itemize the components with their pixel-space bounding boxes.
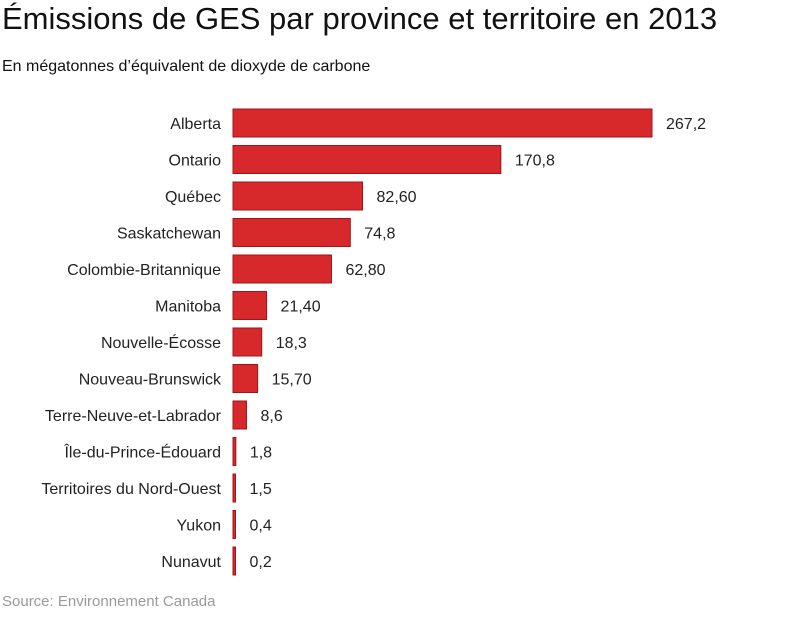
chart-subtitle: En mégatonnes d’équivalent de dioxyde de… bbox=[2, 58, 371, 75]
value-label: 62,80 bbox=[345, 262, 385, 279]
category-label: Nouveau-Brunswick bbox=[79, 372, 222, 389]
bar bbox=[232, 108, 653, 138]
bar bbox=[232, 327, 263, 357]
value-label: 170,8 bbox=[515, 153, 555, 170]
chart-source: Source: Environnement Canada bbox=[2, 593, 216, 610]
category-label: Saskatchewan bbox=[117, 226, 221, 243]
value-label: 1,5 bbox=[250, 481, 272, 498]
bar bbox=[232, 510, 236, 539]
value-label: 0,2 bbox=[250, 554, 272, 571]
category-label: Territoires du Nord-Ouest bbox=[41, 481, 221, 498]
bar bbox=[232, 218, 351, 247]
bar bbox=[232, 400, 247, 430]
bar bbox=[232, 473, 236, 503]
value-label: 15,70 bbox=[272, 372, 312, 389]
bar bbox=[232, 181, 364, 211]
category-label: Manitoba bbox=[155, 299, 221, 316]
bar bbox=[232, 254, 332, 284]
chart-title: Émissions de GES par province et territo… bbox=[2, 1, 718, 36]
bar bbox=[232, 291, 268, 320]
bar bbox=[232, 546, 236, 576]
category-label: Nouvelle-Écosse bbox=[101, 333, 221, 352]
value-label: 8,6 bbox=[260, 408, 282, 425]
value-label: 1,8 bbox=[250, 445, 272, 462]
value-label: 0,4 bbox=[250, 518, 272, 535]
value-label: 82,60 bbox=[377, 189, 417, 206]
category-label: Yukon bbox=[177, 518, 221, 535]
category-label: Île-du-Prince-Édouard bbox=[63, 443, 221, 462]
category-label: Alberta bbox=[170, 116, 221, 133]
value-label: 267,2 bbox=[666, 116, 706, 133]
value-label: 18,3 bbox=[276, 335, 307, 352]
category-label: Terre-Neuve-et-Labrador bbox=[45, 408, 222, 425]
category-label: Ontario bbox=[169, 153, 222, 170]
value-label: 74,8 bbox=[364, 226, 395, 243]
category-label: Colombie-Britannique bbox=[67, 262, 221, 279]
category-label: Québec bbox=[165, 189, 221, 206]
category-label: Nunavut bbox=[161, 554, 221, 571]
value-label: 21,40 bbox=[281, 299, 321, 316]
bar bbox=[232, 437, 237, 466]
bar bbox=[232, 364, 259, 393]
bar bbox=[232, 145, 502, 174]
